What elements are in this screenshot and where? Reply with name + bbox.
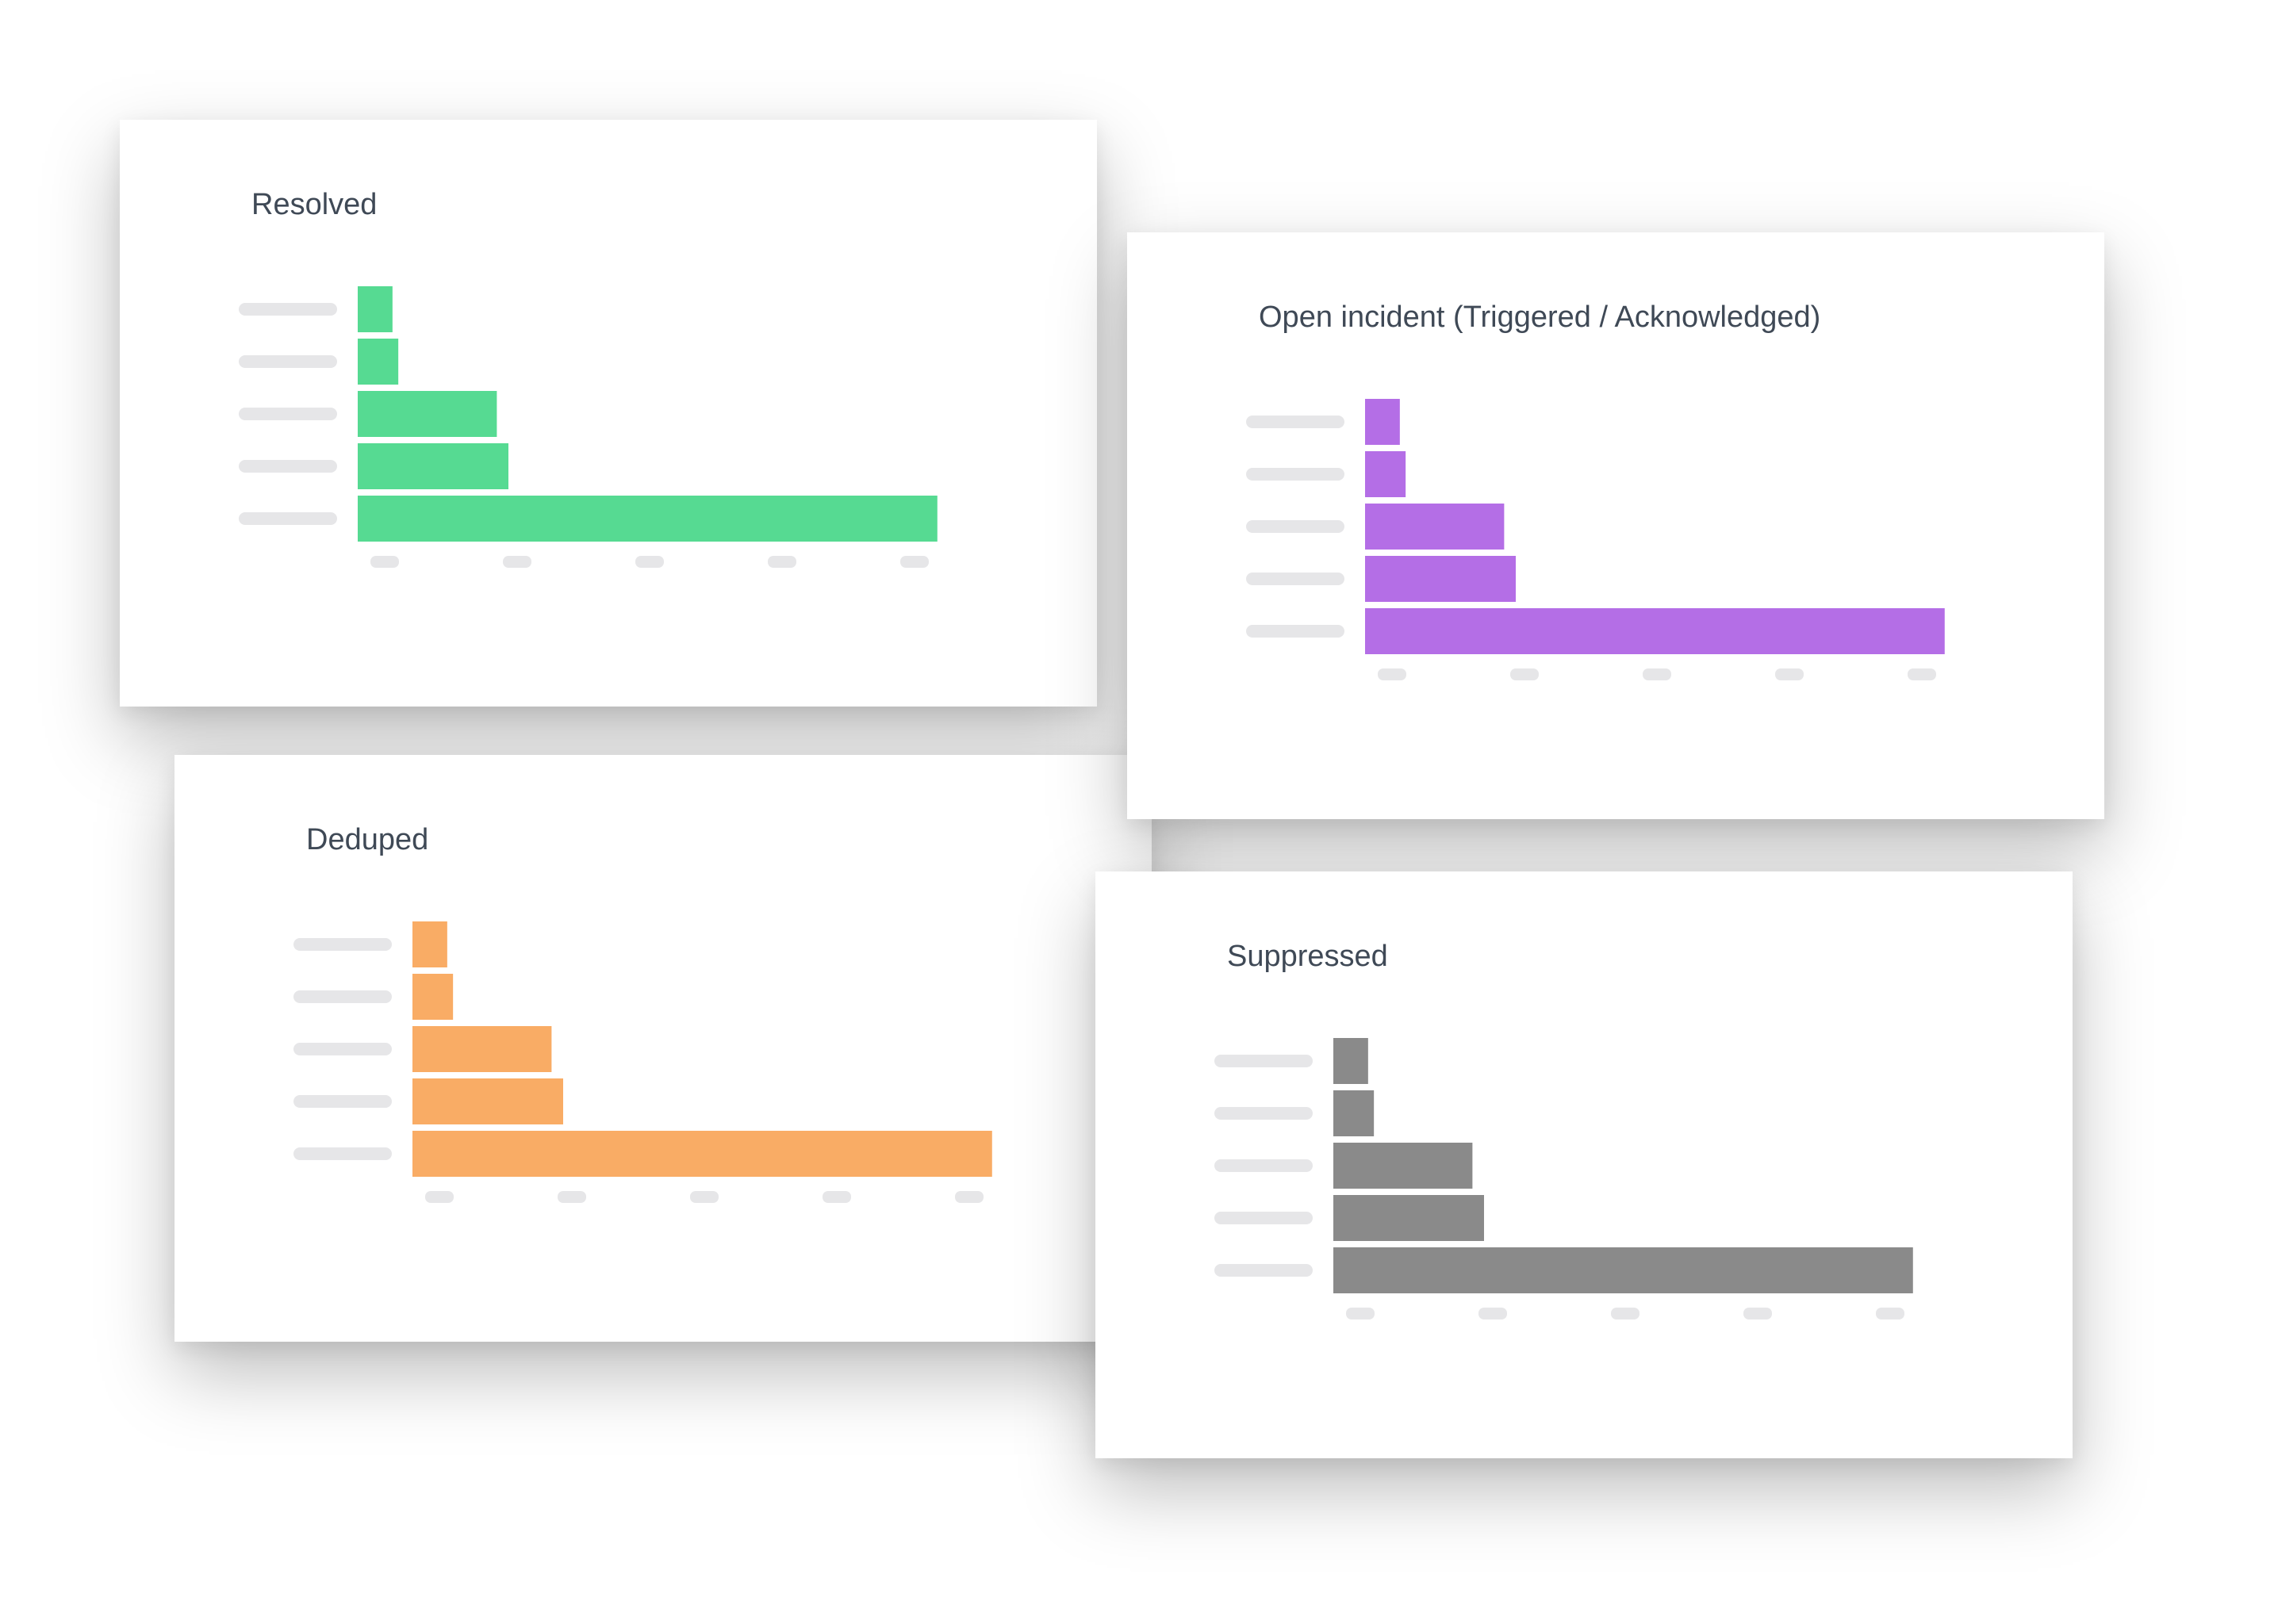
- axis-tick-placeholder: [768, 556, 796, 568]
- bar: [1365, 451, 1406, 497]
- category-label-placeholder: [1214, 1055, 1313, 1067]
- bar: [1333, 1143, 1473, 1189]
- category-label-placeholder: [1214, 1212, 1313, 1224]
- axis-tick-placeholder: [635, 556, 664, 568]
- bar: [358, 443, 508, 489]
- category-label-placeholder: [293, 1095, 392, 1108]
- category-label-placeholder: [239, 512, 337, 525]
- bar: [358, 391, 497, 437]
- axis-tick-placeholder: [1378, 668, 1406, 680]
- bar: [412, 1026, 552, 1072]
- axis-tick-placeholder: [900, 556, 929, 568]
- category-label-placeholder: [239, 460, 337, 473]
- category-label-placeholder: [1214, 1107, 1313, 1120]
- category-label-placeholder: [1246, 573, 1344, 585]
- chart-card-deduped: Deduped: [174, 755, 1152, 1342]
- category-label-placeholder: [1246, 625, 1344, 638]
- bar: [1365, 608, 1945, 654]
- category-label-placeholder: [1246, 416, 1344, 428]
- chart-title: Open incident (Triggered / Acknowledged): [1259, 301, 1821, 334]
- bar-chart-open-incident: [1246, 399, 1945, 680]
- axis-tick-placeholder: [955, 1191, 984, 1203]
- category-label-placeholder: [293, 938, 392, 951]
- bar-chart-resolved: [239, 286, 938, 568]
- axis-tick-placeholder: [690, 1191, 719, 1203]
- bar-chart-deduped: [293, 921, 992, 1203]
- axis-tick-placeholder: [1478, 1308, 1507, 1320]
- bar: [412, 1078, 563, 1124]
- axis-tick-placeholder: [1775, 668, 1804, 680]
- axis-tick-placeholder: [1611, 1308, 1639, 1320]
- category-label-placeholder: [1246, 468, 1344, 481]
- axis-tick-placeholder: [823, 1191, 851, 1203]
- bar: [1365, 556, 1516, 602]
- bar: [358, 496, 938, 542]
- axis-tick-placeholder: [425, 1191, 454, 1203]
- chart-title: Resolved: [251, 188, 378, 221]
- bar: [412, 1131, 992, 1177]
- category-label-placeholder: [293, 990, 392, 1003]
- bar: [1333, 1195, 1484, 1241]
- bar: [1365, 504, 1505, 550]
- chart-card-resolved: Resolved: [120, 120, 1097, 707]
- bar-chart-suppressed: [1214, 1038, 1913, 1320]
- bar: [1333, 1038, 1368, 1084]
- category-label-placeholder: [1246, 520, 1344, 533]
- category-label-placeholder: [239, 355, 337, 368]
- bar: [1333, 1247, 1913, 1293]
- axis-tick-placeholder: [1908, 668, 1936, 680]
- category-label-placeholder: [239, 303, 337, 316]
- bar: [358, 339, 399, 385]
- axis-tick-placeholder: [1643, 668, 1671, 680]
- category-label-placeholder: [293, 1043, 392, 1055]
- axis-tick-placeholder: [1346, 1308, 1375, 1320]
- chart-card-open-incident: Open incident (Triggered / Acknowledged): [1127, 232, 2104, 819]
- bar: [1333, 1090, 1375, 1136]
- axis-tick-placeholder: [1876, 1308, 1904, 1320]
- bar: [412, 921, 447, 967]
- axis-tick-placeholder: [370, 556, 399, 568]
- bar: [1365, 399, 1400, 445]
- axis-tick-placeholder: [1510, 668, 1539, 680]
- category-label-placeholder: [1214, 1159, 1313, 1172]
- chart-title: Deduped: [306, 823, 429, 856]
- category-label-placeholder: [293, 1147, 392, 1160]
- category-label-placeholder: [1214, 1264, 1313, 1277]
- bar: [412, 974, 454, 1020]
- axis-tick-placeholder: [503, 556, 531, 568]
- bar: [358, 286, 393, 332]
- category-label-placeholder: [239, 408, 337, 420]
- chart-card-suppressed: Suppressed: [1095, 871, 2073, 1458]
- axis-tick-placeholder: [558, 1191, 586, 1203]
- axis-tick-placeholder: [1743, 1308, 1772, 1320]
- chart-title: Suppressed: [1227, 940, 1388, 973]
